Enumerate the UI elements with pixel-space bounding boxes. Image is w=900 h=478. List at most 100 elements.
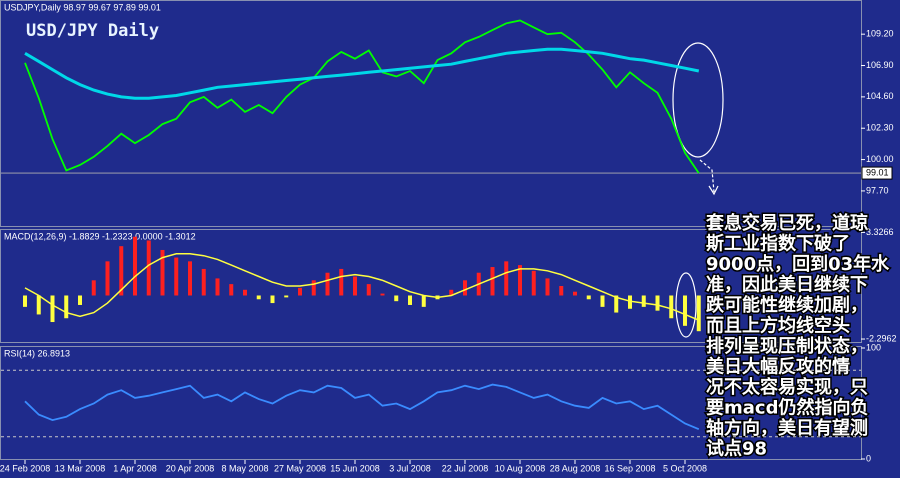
macd-bar [325, 272, 330, 296]
x-tick-label: 24 Feb 2008 [0, 463, 50, 473]
y-tick-label: 0 [866, 453, 871, 463]
annotation-line: 套息交易已死，道琼 [706, 212, 868, 234]
macd-bar [174, 257, 179, 296]
annotation-line: 美日大幅反攻的情 [706, 356, 850, 378]
x-tick-label: 5 Oct 2008 [663, 463, 707, 473]
macd-header: MACD(12,26,9) -1.8829 -1.2323 0.0000 -1.… [4, 231, 196, 241]
x-tick-label: 15 Jun 2008 [330, 463, 380, 473]
macd-bar [449, 289, 454, 296]
x-tick-label: 27 May 2008 [274, 463, 326, 473]
macd-bar [408, 295, 412, 305]
price-panel [0, 0, 862, 227]
annotation-line: 而且上方均线空头 [706, 315, 850, 337]
annotation-line: 轴方向，美日有望测 [706, 417, 868, 439]
macd-bar [504, 261, 509, 296]
x-tick-label: 20 Apr 2008 [166, 463, 215, 473]
x-tick-label: 13 Mar 2008 [55, 463, 106, 473]
macd-bar [394, 295, 399, 302]
y-tick-label: 100.00 [866, 154, 894, 164]
arrow [699, 159, 715, 193]
annotation-line: 况不太容易实现，只 [706, 376, 868, 398]
annotation-line: 9000点，回到03年水 [706, 253, 890, 275]
macd-bar [683, 295, 687, 326]
macd-bar [160, 249, 165, 296]
current-price-label: 99.01 [866, 167, 889, 177]
macd-bar [23, 295, 27, 307]
x-tick-label: 16 Sep 2008 [604, 463, 655, 473]
macd-bar [586, 295, 591, 300]
x-tick-label: 3 Jul 2008 [389, 463, 431, 473]
y-tick-label: 102.30 [866, 123, 894, 133]
rsi-panel [0, 346, 862, 460]
macd-bar [339, 268, 344, 296]
macd-bar [229, 284, 234, 296]
macd-bar [105, 261, 110, 296]
macd-bar [284, 295, 289, 298]
annotation-line: 要macd仍然指向负 [706, 397, 868, 419]
macd-bar [490, 267, 495, 296]
annotation-line: 斯工业指数下破了 [706, 233, 850, 255]
signal-line [24, 253, 700, 321]
y-tick-label: -2.2962 [866, 333, 897, 343]
macd-bar [91, 280, 96, 296]
macd-bar [298, 287, 302, 296]
y-tick-label: 109.20 [866, 29, 894, 39]
y-tick-label: 100 [866, 342, 881, 352]
macd-bar [36, 295, 41, 315]
macd-bar [641, 295, 646, 307]
ellipse [675, 272, 697, 338]
arrow-head [708, 185, 719, 196]
macd-bar [119, 246, 124, 296]
macd-bar [215, 278, 220, 296]
x-tick-label: 28 Aug 2008 [550, 463, 601, 473]
annotation-line: 排列呈现压制状态， [706, 335, 868, 357]
macd-bar [50, 295, 55, 323]
macd-bar [380, 293, 385, 296]
macd-bar [201, 268, 206, 296]
macd-bar [133, 236, 137, 296]
macd-bar [573, 291, 577, 296]
x-tick-label: 8 May 2008 [221, 463, 268, 473]
x-tick-label: 1 Apr 2008 [113, 463, 157, 473]
macd-bar [463, 280, 467, 296]
y-tick-label: 104.60 [866, 91, 894, 101]
macd-bar [669, 295, 674, 319]
macd-bar [353, 276, 357, 296]
macd-panel [0, 229, 862, 343]
macd-bar [188, 261, 192, 296]
macd-bar [696, 295, 701, 332]
chart-title: USD/JPY Daily [26, 21, 159, 41]
y-tick-label: 97.70 [866, 185, 889, 195]
macd-bar [614, 295, 619, 313]
macd-bar [256, 295, 261, 300]
macd-bar [655, 295, 660, 311]
y-tick-label: 106.90 [866, 60, 894, 70]
macd-bar [600, 295, 605, 307]
macd-bar [311, 280, 316, 296]
macd-bar [421, 295, 426, 307]
macd-bar [366, 284, 371, 296]
macd-bar [531, 270, 536, 296]
annotation-line: 准，因此美日继续下 [706, 274, 868, 296]
macd-bar [518, 265, 522, 296]
macd-bar [559, 286, 564, 296]
macd-bar [545, 278, 550, 296]
macd-bar [628, 295, 632, 309]
macd-bar [270, 295, 275, 304]
hand-drawn-marks [672, 42, 724, 338]
moving-average [24, 47, 700, 100]
x-tick-label: 10 Aug 2008 [495, 463, 546, 473]
y-tick-label: 3.3266 [866, 227, 894, 237]
annotation-line: 跌可能性继续加剧， [706, 294, 868, 316]
macd-bar [146, 240, 151, 296]
price-line [24, 383, 700, 431]
macd-bar [243, 289, 247, 296]
x-tick-label: 22 Jul 2008 [442, 463, 489, 473]
price-header: USDJPY,Daily 98.97 99.67 97.89 99.01 [4, 2, 161, 12]
current-price-box [861, 166, 893, 180]
macd-bar [64, 295, 69, 319]
ellipse [672, 42, 724, 158]
annotation-line: 试点98 [706, 438, 767, 460]
